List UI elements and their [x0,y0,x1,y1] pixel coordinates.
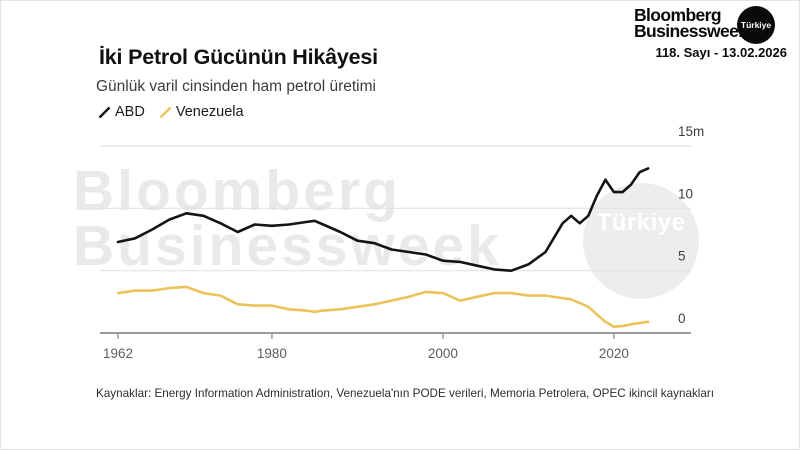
turkiye-badge-label: Türkiye [740,20,772,30]
watermark-turkiye-circle: Türkiye [583,183,699,299]
bloomberg-businessweek-logo: Bloomberg Businessweek [634,5,748,41]
slash-swatch-icon [159,106,172,118]
legend-label-abd: ABD [115,104,145,120]
y-axis-label: 5 [678,249,686,264]
issue-date: 118. Sayı - 13.02.2026 [655,45,787,60]
legend-item-abd: ABD [98,104,145,120]
logo-line2: Businessweek [634,20,748,41]
slash-swatch-icon [98,106,111,118]
watermark-wordmark: Bloomberg Businessweek [73,159,502,278]
watermark-badge-label: Türkiye [596,209,686,236]
series-line-abd [116,167,650,273]
chart-legend: ABD Venezuela [98,104,244,120]
series-line-venezuela [116,285,650,329]
x-axis-label: 2020 [599,346,629,361]
y-axis-label: 15m [678,124,704,139]
watermark-line1: Bloomberg [73,159,401,223]
x-axis-label: 1962 [103,346,133,361]
logo-line1: Bloomberg [634,5,722,25]
source-note: Kaynaklar: Energy Information Administra… [96,387,715,400]
watermark-line2: Businessweek [73,214,502,278]
x-axis-label: 1980 [257,346,287,361]
x-axis-label: 2000 [428,346,458,361]
y-axis-label: 10 [678,186,693,201]
y-axis-label: 0 [678,311,686,326]
legend-label-venezuela: Venezuela [175,104,244,120]
turkiye-badge: Türkiye [737,6,775,44]
legend-item-venezuela: Venezuela [159,104,244,120]
chart-subtitle: Günlük varil cinsinden ham petrol üretim… [96,78,376,95]
chart-title: İki Petrol Gücünün Hikâyesi [99,45,378,69]
